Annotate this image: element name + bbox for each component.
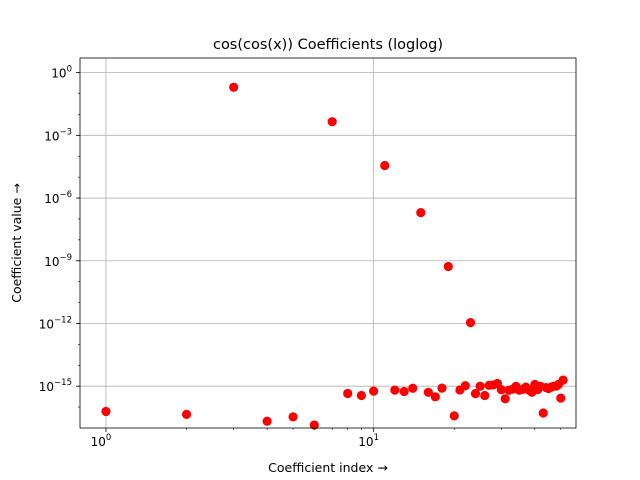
data-point xyxy=(408,383,418,393)
data-point xyxy=(480,390,490,401)
data-point xyxy=(538,408,548,418)
data-point xyxy=(101,406,111,417)
data-point xyxy=(343,388,353,399)
data-point xyxy=(430,392,440,402)
data-point xyxy=(369,386,379,396)
plot-frame xyxy=(79,57,577,429)
data-point xyxy=(380,160,390,171)
y-tick-label: 10−9 xyxy=(44,253,72,269)
data-point xyxy=(496,385,506,395)
y-axis-label: Coefficient value → xyxy=(9,183,24,303)
data-point xyxy=(449,411,459,421)
data-point xyxy=(399,386,409,397)
y-tick-labels: 100 10−3 10−6 10−9 10−12 10−15 xyxy=(39,65,72,395)
data-point xyxy=(229,82,239,92)
data-point xyxy=(470,389,481,399)
data-point xyxy=(443,261,453,272)
data-point xyxy=(556,393,566,403)
y-tick-label: 10−3 xyxy=(44,127,72,143)
x-tick-labels: 100 101 xyxy=(91,433,379,449)
data-point xyxy=(437,383,447,393)
x-axis-label: Coefficient index → xyxy=(268,460,388,475)
data-point xyxy=(262,416,272,426)
data-points xyxy=(101,82,568,430)
data-point xyxy=(465,318,476,328)
y-tick-label: 10−6 xyxy=(44,190,72,206)
data-point xyxy=(500,394,510,404)
data-point xyxy=(390,385,400,395)
tick-marks xyxy=(76,72,562,432)
data-point xyxy=(460,381,470,391)
data-point xyxy=(327,117,337,127)
data-point xyxy=(309,420,319,430)
data-point xyxy=(558,375,568,385)
data-point xyxy=(288,412,298,422)
x-tick-label: 100 xyxy=(91,433,112,449)
y-tick-label: 10−12 xyxy=(39,315,72,331)
chart-title: cos(cos(x)) Coefficients (loglog) xyxy=(213,37,443,53)
y-tick-label: 100 xyxy=(51,65,72,81)
grid-layer xyxy=(80,58,576,428)
data-point xyxy=(475,381,485,391)
x-tick-label: 101 xyxy=(358,433,379,449)
data-point xyxy=(423,387,433,397)
data-point xyxy=(181,409,192,419)
data-point xyxy=(416,208,426,218)
y-tick-label: 10−15 xyxy=(39,378,72,394)
data-point xyxy=(356,390,366,401)
